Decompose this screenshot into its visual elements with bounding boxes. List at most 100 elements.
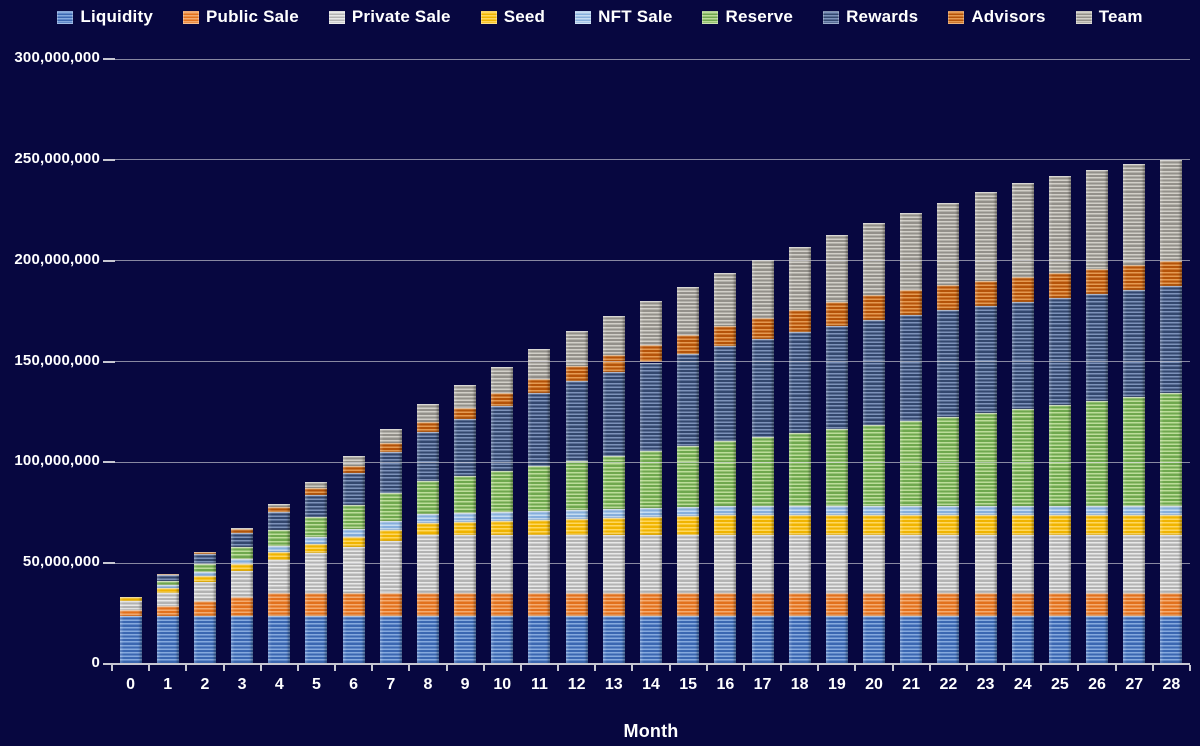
x-axis-tick: [408, 665, 411, 671]
bar-segment-advisors-month-27: [1123, 264, 1146, 290]
bar-segment-liquidity-month-18: [788, 615, 811, 664]
y-axis-label: 300,000,000: [14, 49, 100, 66]
y-gridline: [112, 58, 1190, 60]
x-axis-tick: [1114, 665, 1117, 671]
y-axis-tick: [103, 158, 115, 161]
bar-segment-liquidity-month-11: [528, 615, 551, 664]
bar-segment-team-month-10: [491, 367, 514, 394]
bar-segment-liquidity-month-26: [1086, 615, 1109, 664]
bar-segment-private-sale-month-18: [788, 534, 811, 594]
y-axis-tick: [103, 461, 115, 464]
bar-segment-reserve-month-6: [342, 504, 365, 529]
bar-segment-advisors-month-16: [714, 326, 737, 347]
x-axis-line: [103, 663, 1190, 665]
bar-segment-public-sale-month-7: [379, 593, 402, 616]
legend-swatch-icon: [57, 10, 74, 24]
bar-segment-public-sale-month-3: [231, 597, 254, 616]
legend-item-public-sale: Public Sale: [182, 7, 299, 27]
bar-segment-private-sale-month-5: [305, 553, 328, 594]
bar-segment-nft-sale-month-13: [602, 508, 625, 518]
bar-segment-advisors-month-5: [305, 488, 328, 495]
bar-segment-liquidity-month-28: [1160, 615, 1183, 664]
bar-segment-public-sale-month-23: [974, 593, 997, 616]
bar-segment-private-sale-month-9: [454, 534, 477, 594]
bar-segment-rewards-month-23: [974, 306, 997, 413]
x-axis-tick: [1003, 665, 1006, 671]
bar-segment-rewards-month-22: [937, 310, 960, 417]
bar-segment-liquidity-month-0: [119, 615, 142, 664]
bar-segment-advisors-month-14: [640, 344, 662, 363]
x-axis-label: 17: [753, 676, 772, 693]
bar-segment-public-sale-month-2: [193, 601, 216, 616]
bar-segment-seed-month-8: [416, 522, 439, 535]
x-axis-tick: [594, 665, 597, 671]
bar-segment-advisors-month-28: [1160, 260, 1183, 286]
bar-segment-team-month-17: [751, 260, 774, 318]
x-axis-tick: [296, 665, 299, 671]
bar-segment-nft-sale-month-20: [863, 505, 886, 515]
bar-segment-liquidity-month-9: [454, 615, 477, 664]
bar-segment-reserve-month-22: [937, 416, 960, 506]
bar-segment-rewards-month-21: [900, 315, 923, 421]
x-axis-tick: [259, 665, 262, 671]
bar-segment-advisors-month-17: [751, 317, 774, 340]
bar-segment-liquidity-month-16: [714, 615, 737, 664]
x-axis-tick: [1040, 665, 1043, 671]
y-axis-label: 250,000,000: [14, 149, 100, 167]
x-axis-tick: [965, 665, 968, 671]
bar-segment-reserve-month-21: [900, 420, 923, 506]
bar-segment-public-sale-month-26: [1086, 593, 1109, 616]
x-axis-label: 11: [531, 676, 548, 693]
bar-segment-nft-sale-month-14: [640, 507, 662, 517]
bar-segment-reserve-month-10: [491, 471, 514, 512]
bar-segment-seed-month-24: [1011, 514, 1034, 535]
bar-segment-nft-sale-month-18: [788, 505, 811, 515]
bar-segment-seed-month-1: [156, 588, 179, 594]
bar-segment-rewards-month-10: [491, 405, 514, 472]
x-axis-label: 10: [493, 676, 512, 693]
x-axis-tick: [928, 665, 931, 671]
bar-segment-nft-sale-month-3: [231, 559, 254, 565]
legend-swatch-icon: [480, 10, 497, 24]
bar-segment-private-sale-month-16: [714, 534, 737, 594]
bar-segment-rewards-month-16: [714, 346, 737, 442]
x-axis-title: Month: [623, 721, 679, 741]
bar-segment-seed-month-12: [565, 518, 588, 535]
bar-segment-nft-sale-month-9: [454, 512, 477, 522]
x-axis-tick: [111, 665, 113, 671]
bar-segment-reserve-month-17: [751, 437, 774, 506]
bar-segment-private-sale-month-17: [751, 534, 774, 594]
bar-segment-rewards-month-20: [863, 320, 886, 426]
bar-segment-nft-sale-month-11: [528, 510, 551, 520]
bar-segment-seed-month-28: [1160, 514, 1183, 535]
bar-segment-nft-sale-month-25: [1048, 505, 1071, 515]
x-axis-label: 13: [604, 676, 623, 693]
bar-segment-public-sale-month-14: [640, 593, 662, 616]
bar-segment-reserve-month-14: [640, 451, 662, 508]
bar-segment-private-sale-month-6: [342, 547, 365, 594]
bar-segment-private-sale-month-26: [1086, 534, 1109, 594]
bar-segment-team-month-24: [1011, 183, 1034, 277]
bar-segment-team-month-11: [528, 348, 551, 379]
x-axis-label: 16: [716, 676, 735, 693]
bar-segment-advisors-month-23: [974, 280, 997, 307]
bar-segment-seed-month-10: [491, 520, 514, 535]
bar-segment-team-month-3: [231, 528, 254, 530]
bar-segment-public-sale-month-22: [937, 593, 960, 616]
bar-segment-public-sale-month-24: [1011, 593, 1034, 616]
bar-segment-seed-month-26: [1086, 514, 1109, 535]
x-axis-label: 4: [274, 676, 284, 693]
y-axis-label: 100,000,000: [14, 452, 100, 470]
bar-segment-public-sale-month-20: [863, 593, 886, 616]
legend-label: Seed: [503, 7, 546, 26]
x-axis-label: 21: [902, 676, 921, 693]
bar-segment-advisors-month-8: [416, 422, 439, 433]
bar-segment-private-sale-month-27: [1123, 534, 1146, 594]
y-gridline: [112, 159, 1190, 161]
bar-segment-nft-sale-month-19: [825, 505, 848, 515]
bar-segment-nft-sale-month-4: [268, 546, 291, 553]
bar-segment-liquidity-month-14: [640, 615, 662, 664]
bar-segment-reserve-month-16: [714, 441, 737, 506]
x-axis-tick: [445, 665, 448, 671]
bar-segment-public-sale-month-12: [565, 593, 588, 616]
